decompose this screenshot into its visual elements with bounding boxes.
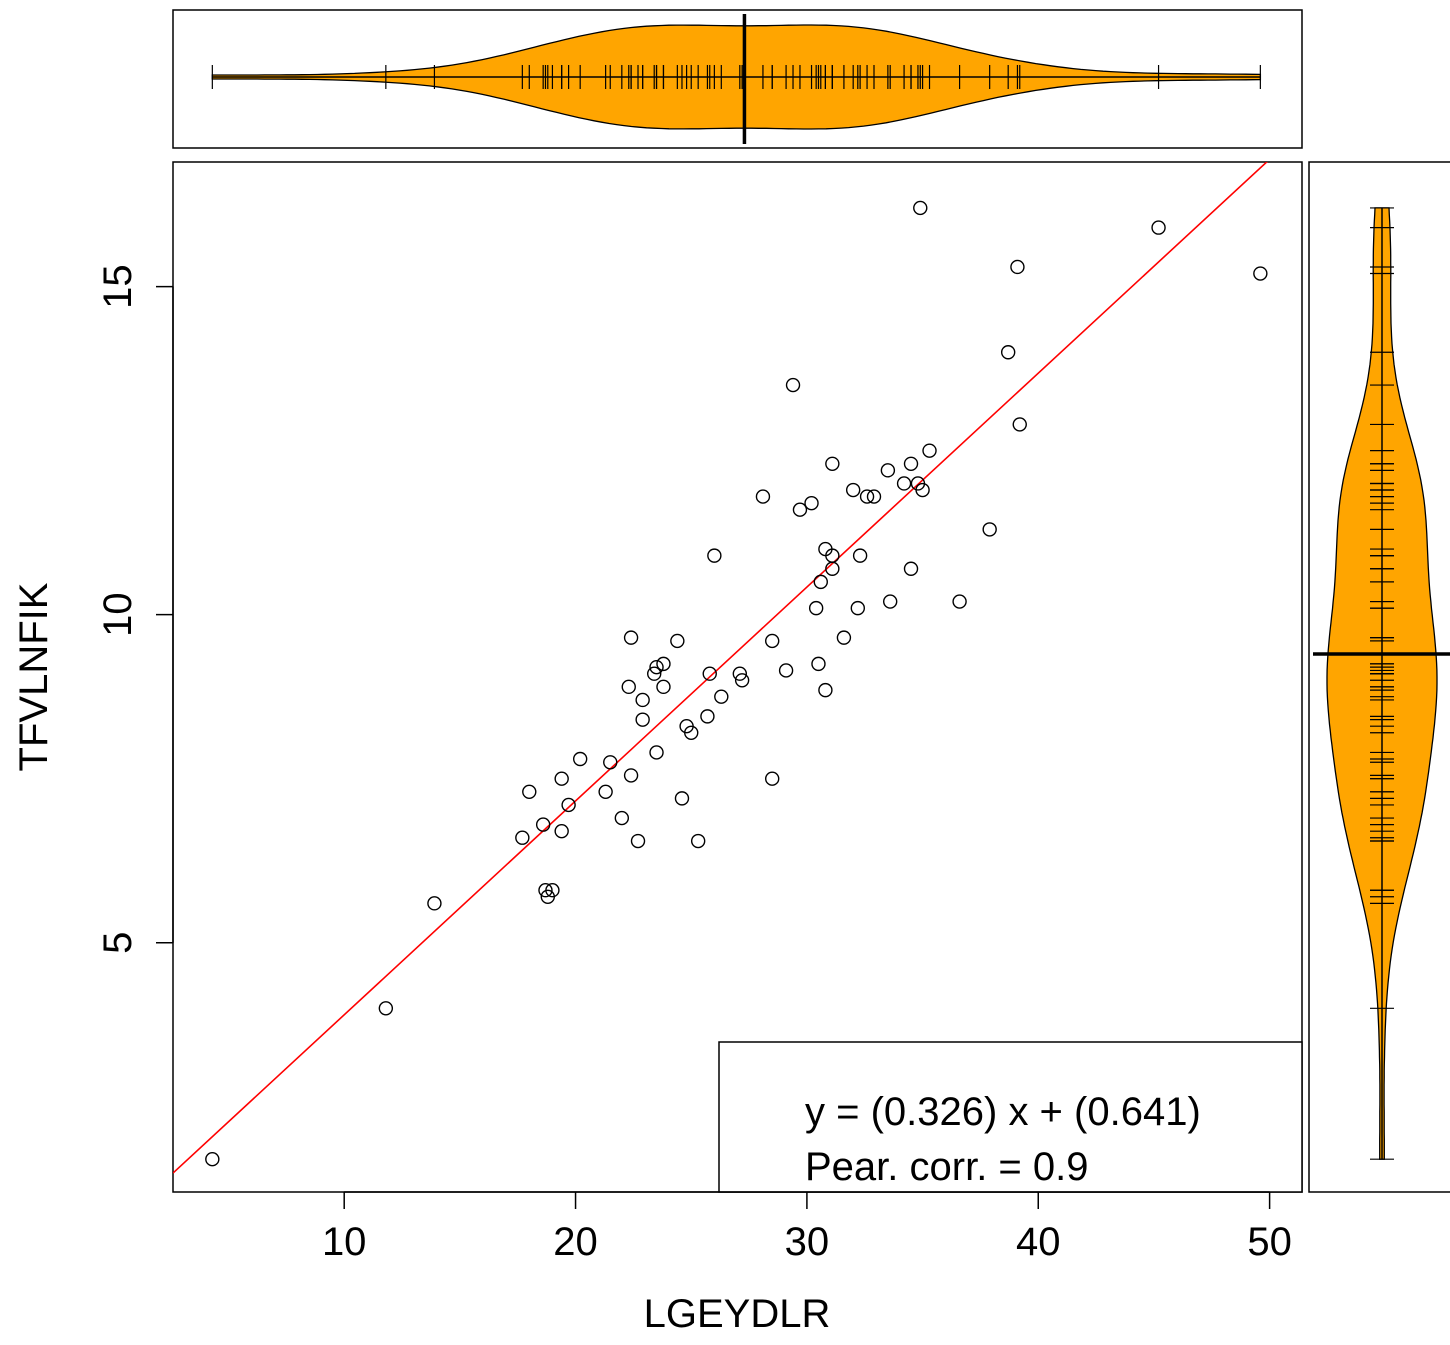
scatter-point (732, 666, 748, 681)
scatter-point (785, 377, 801, 393)
scatter-point (896, 476, 912, 491)
plot-frame (172, 161, 1303, 1193)
main-scatter-panel: y = (0.326) x + (0.641) Pear. corr. = 0.… (12, 161, 1303, 1336)
scatter-point (850, 600, 866, 616)
scatter-point (1010, 259, 1025, 275)
scatter-point (818, 682, 833, 698)
scatter-point (603, 755, 618, 770)
scatter-point (554, 771, 569, 786)
scatter-point (635, 692, 650, 708)
scatter-point (690, 833, 706, 849)
x-tick-label: 40 (1016, 1220, 1061, 1264)
scatter-point (808, 600, 824, 616)
regression-line (173, 162, 1268, 1174)
scatter-point (535, 817, 551, 832)
scatter-point (852, 548, 868, 563)
x-tick-label: 30 (785, 1220, 830, 1264)
scatter-point (623, 768, 639, 783)
top-panel-frame (172, 9, 1303, 149)
scatter-point (792, 502, 808, 517)
x-axis: 10 20 30 40 50 (322, 1191, 1292, 1264)
x-tick-label: 20 (553, 1220, 598, 1264)
scatter-point (952, 594, 967, 609)
scatter-point (1151, 220, 1166, 235)
y-axis-label: TFVLNFIK (12, 582, 56, 771)
scatter-point (623, 630, 639, 645)
scatter-point (913, 200, 928, 216)
scatter-point (778, 663, 794, 678)
equation-label: y = (0.326) x + (0.641) (805, 1090, 1201, 1134)
scatter-point (649, 659, 664, 675)
scatter-point (765, 771, 780, 786)
scatter-point (707, 548, 722, 563)
scatter-point (621, 679, 636, 695)
scatter-point (882, 594, 898, 609)
scatter-point (538, 883, 553, 898)
scatter-point (598, 784, 613, 800)
scatter-point (1000, 345, 1016, 360)
scatter-point (811, 656, 826, 672)
scatter-point (205, 1151, 220, 1167)
y-tick-label: 5 (96, 932, 140, 954)
y-tick-label: 10 (96, 592, 140, 637)
scatter-point (903, 561, 919, 576)
top-violin-rug (211, 65, 1261, 89)
right-panel-frame (1308, 161, 1450, 1193)
scatter-point (825, 561, 840, 576)
y-axis: 5 10 15 (96, 264, 174, 954)
scatter-point (656, 679, 671, 695)
scatter-point (903, 456, 919, 471)
top-marginal-violin (172, 9, 1303, 149)
fit-annotation-box: y = (0.326) x + (0.641) Pear. corr. = 0.… (718, 1041, 1303, 1193)
scatter-point (813, 574, 828, 590)
scatter-point (561, 797, 576, 813)
scatter-point (702, 666, 717, 681)
scatter-point (765, 633, 780, 649)
scatter-point (614, 810, 630, 826)
right-marginal-violin (1308, 161, 1450, 1193)
scatter-point (522, 784, 537, 800)
scatter-point (915, 482, 930, 498)
scatter-point (845, 482, 861, 498)
annotation-frame (718, 1041, 1303, 1193)
x-axis-label: LGEYDLR (644, 1292, 831, 1336)
scatter-point (880, 463, 896, 478)
scatter-point (554, 823, 569, 839)
x-tick-label: 50 (1247, 1220, 1292, 1264)
scatter-point (982, 522, 997, 537)
scatter-points (205, 200, 1268, 1167)
scatter-point (922, 443, 937, 458)
scatter-point (427, 896, 442, 911)
scatter-point (647, 666, 662, 681)
scatter-point (734, 673, 750, 688)
scatter-point (825, 456, 840, 471)
correlation-label: Pear. corr. = 0.9 (805, 1145, 1089, 1189)
scatter-point (635, 712, 650, 727)
scatter-point (630, 833, 646, 849)
scatter-point (515, 830, 530, 845)
scatter-point (836, 630, 852, 645)
scatter-point (656, 656, 671, 672)
x-tick-label: 10 (322, 1220, 367, 1264)
scatter-point (1012, 417, 1027, 432)
scatter-point (859, 489, 875, 504)
scatter-point (649, 745, 664, 760)
scatter-point (684, 725, 699, 740)
scatter-point (700, 709, 715, 724)
y-tick-label: 15 (96, 264, 140, 309)
scatter-point (755, 489, 771, 504)
scatter-point (1253, 266, 1268, 281)
scatter-point (674, 791, 690, 806)
scatter-point (866, 489, 882, 504)
scatter-point (378, 1001, 394, 1016)
scatter-point (670, 633, 685, 649)
scatter-point (714, 689, 729, 704)
scatter-point (572, 751, 588, 767)
scatter-point (545, 883, 560, 898)
right-violin-rug (1370, 207, 1394, 1160)
scatter-point (804, 495, 819, 511)
